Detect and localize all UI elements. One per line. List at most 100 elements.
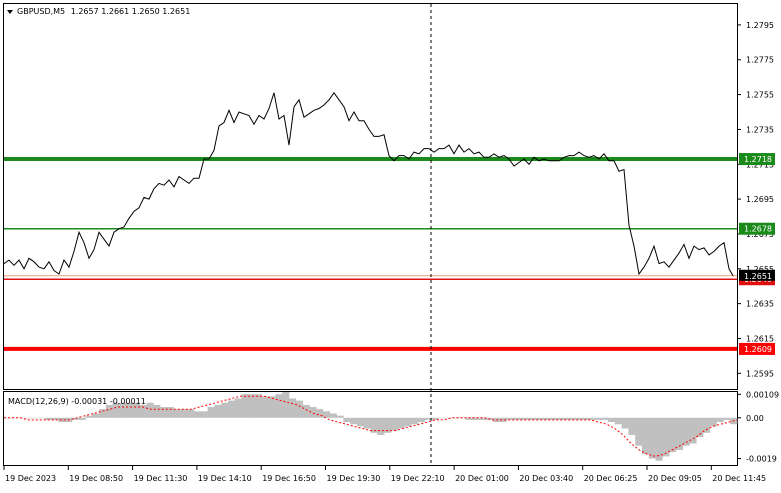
macd-bar-84: [574, 417, 582, 420]
price-tick-label-10: 1.2595: [746, 369, 774, 378]
macd-bar-6: [44, 417, 52, 420]
macd-signal-line: [4, 395, 738, 457]
macd-bar-90: [614, 417, 622, 425]
macd-bar-70: [479, 417, 487, 420]
macd-bar-37: [255, 394, 263, 418]
macd-bar-53: [363, 417, 371, 429]
macd-bar-56: [384, 417, 392, 433]
macd-tick-label-0: 0.00109: [746, 390, 779, 399]
time-tick-label-5: 19 Dec 19:30: [327, 474, 381, 483]
macd-bar-47: [322, 411, 331, 418]
macd-bar-99: [675, 417, 684, 450]
level-tag-label-0: 1.2718: [744, 155, 772, 164]
macd-bar-13: [92, 413, 100, 418]
macd-bar-68: [465, 417, 473, 420]
macd-bar-95: [648, 417, 656, 459]
macd-bar-48: [329, 413, 337, 418]
macd-bar-30: [207, 407, 215, 418]
time-tick-label-0: 19 Dec 2023: [5, 474, 56, 483]
macd-bar-46: [316, 409, 324, 418]
macd-bar-1: [10, 417, 18, 419]
price-tick-label-8: 1.2635: [746, 300, 774, 309]
macd-bar-60: [411, 417, 419, 425]
macd-bar-24: [166, 407, 174, 418]
price-axis: 1.27951.27751.27551.27351.27151.26951.26…: [737, 21, 774, 378]
current-price-tag-bg: [739, 269, 775, 281]
macd-bar-77: [526, 417, 534, 420]
macd-bar-43: [295, 400, 303, 418]
time-tick-label-9: 20 Dec 06:25: [584, 474, 638, 483]
macd-bar-58: [397, 417, 405, 429]
macd-bar-104: [709, 417, 717, 427]
macd-bar-97: [662, 417, 670, 457]
time-tick-label-2: 19 Dec 11:30: [134, 474, 188, 483]
macd-bar-25: [173, 409, 181, 418]
macd-bar-69: [472, 417, 480, 420]
macd-bar-85: [580, 417, 588, 420]
macd-bar-21: [146, 402, 154, 418]
macd-bar-8: [58, 417, 66, 423]
macd-bar-93: [635, 417, 643, 446]
macd-bar-59: [404, 417, 412, 427]
macd-bar-63: [431, 417, 439, 420]
macd-bar-22: [153, 404, 161, 418]
time-tick-label-7: 20 Dec 01:00: [455, 474, 509, 483]
macd-bar-50: [343, 417, 351, 423]
macd-bar-20: [139, 404, 147, 418]
macd-bar-72: [492, 417, 500, 423]
level-tag-label-3: 1.2609: [744, 345, 772, 354]
macd-bar-80: [546, 417, 555, 420]
symbol-header: GBPUSD,M5 1.2657 1.2661 1.2650 1.2651: [17, 7, 190, 16]
macd-bar-73: [499, 417, 507, 423]
macd-bar-65: [445, 417, 453, 419]
price-tick-label-0: 1.2795: [746, 21, 774, 30]
macd-bar-88: [601, 417, 609, 420]
macd-bar-66: [451, 417, 460, 419]
macd-axis: 0.00109 0.00 -0.0019: [737, 390, 779, 464]
macd-bar-89: [608, 417, 616, 423]
macd-bar-96: [655, 417, 663, 461]
macd-bar-41: [282, 392, 290, 418]
macd-bar-101: [689, 417, 697, 444]
macd-bar-106: [723, 417, 731, 420]
time-tick-label-1: 19 Dec 08:50: [69, 474, 123, 483]
time-tick-label-10: 20 Dec 09:05: [648, 474, 702, 483]
macd-bar-92: [628, 417, 636, 435]
price-tick-label-2: 1.2755: [746, 91, 774, 100]
macd-bar-19: [132, 402, 141, 418]
macd-bar-94: [641, 417, 650, 455]
macd-bar-44: [302, 404, 310, 418]
price-tick-label-5: 1.2695: [746, 195, 774, 204]
macd-bar-83: [567, 417, 575, 420]
level-tag-bg-3: [739, 342, 775, 355]
macd-bar-12: [85, 415, 93, 418]
macd-bar-16: [112, 402, 120, 418]
macd-bar-39: [268, 396, 276, 418]
macd-bar-75: [513, 417, 521, 420]
level-tag-bg-0: [739, 153, 775, 166]
macd-bar-35: [241, 394, 249, 418]
macd-bar-52: [356, 417, 365, 427]
price-tick-label-1: 1.2775: [746, 56, 774, 65]
macd-bar-31: [214, 404, 222, 418]
macd-bar-32: [221, 402, 229, 418]
macd-bar-45: [309, 407, 317, 418]
macd-bar-11: [78, 417, 86, 420]
macd-label: MACD(12,26,9) -0.00031 -0.00011: [8, 397, 146, 406]
symbol-dropdown-icon[interactable]: [7, 10, 13, 14]
macd-bar-14: [99, 409, 107, 418]
macd-bar-36: [248, 394, 256, 418]
macd-bar-42: [289, 398, 297, 418]
macd-bar-62: [424, 417, 432, 420]
macd-bar-64: [438, 417, 446, 419]
macd-bar-18: [126, 402, 134, 418]
macd-bar-0: [4, 417, 12, 419]
ohlc-values: 1.2657 1.2661 1.2650 1.2651: [71, 7, 191, 16]
macd-bar-76: [519, 417, 527, 420]
macd-bar-102: [696, 417, 704, 438]
level-tag-label-1: 1.2678: [744, 225, 772, 234]
macd-bar-51: [350, 417, 358, 425]
